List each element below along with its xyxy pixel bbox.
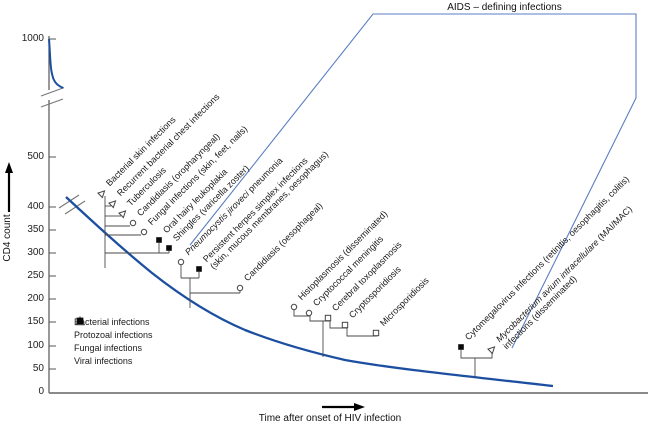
y-axis-ticks	[49, 38, 56, 370]
triangle-marker-icon	[108, 200, 117, 209]
filled-square-marker-icon	[458, 344, 464, 350]
y-tick-label: 250	[27, 270, 44, 281]
legend-label: Viral infections	[74, 355, 133, 366]
cluster2-connectors	[180, 265, 241, 308]
legend-item-protozoal: Protozoal infections	[74, 317, 153, 341]
circle-marker-icon	[177, 258, 185, 266]
open-square-marker-icon	[341, 321, 349, 329]
legend-label: Fungal infections	[74, 342, 143, 353]
circle-marker-icon	[140, 228, 148, 236]
filled-square-marker-icon	[196, 266, 202, 272]
y-tick-label: 150	[27, 316, 44, 327]
y-tick-label: 500	[27, 151, 44, 162]
axis-break-marks	[40, 87, 64, 108]
cluster4-markers	[458, 344, 496, 355]
triangle-marker-icon	[118, 210, 127, 219]
y-axis-arrow-icon	[5, 162, 13, 212]
cluster1-connectors	[104, 196, 170, 268]
aids-bracket-title: AIDS – defining infections	[447, 2, 562, 13]
aids-defining-bracket	[189, 13, 637, 349]
legend-item-fungal: Fungal infections	[74, 317, 153, 354]
y-tick-label: 50	[32, 363, 44, 374]
y-axis-label: CD4 count	[2, 214, 13, 262]
circle-marker-icon	[305, 309, 313, 317]
y-tick-label: 1000	[21, 33, 44, 44]
filled-square-marker-icon	[166, 245, 172, 251]
y-tick-label: 100	[27, 340, 44, 351]
x-axis-label: Time after onset of HIV infection	[258, 413, 402, 424]
curve-break-marks	[58, 194, 86, 215]
circle-marker-icon	[129, 219, 137, 227]
y-tick-label: 400	[27, 201, 44, 212]
y-tick-label: 200	[27, 293, 44, 304]
cd4-decline-curve	[65, 196, 554, 388]
cluster1-markers	[97, 190, 172, 251]
cluster3-markers	[290, 303, 380, 337]
cluster4-connectors	[460, 350, 493, 378]
legend-label: Bacterial infections	[74, 316, 150, 327]
filled-square-marker-icon	[156, 237, 162, 243]
y-tick-label: 350	[27, 224, 44, 235]
open-square-marker-icon	[372, 329, 380, 337]
legend-label: Protozoal infections	[74, 329, 153, 340]
marker-legend: Bacterial infections Protozoal infection…	[74, 315, 153, 367]
circle-marker-icon	[290, 303, 298, 311]
cluster2-markers	[177, 258, 244, 292]
x-axis-arrow-icon	[322, 403, 365, 411]
cd4-acute-spike-curve	[48, 38, 64, 89]
open-square-marker-icon	[324, 314, 332, 322]
y-tick-label: 0	[38, 386, 44, 397]
circle-marker-icon	[236, 284, 244, 292]
filled-square-marker-icon	[77, 318, 83, 324]
y-tick-label: 300	[27, 247, 44, 258]
triangle-marker-icon	[487, 346, 496, 355]
triangle-marker-icon	[97, 190, 106, 199]
legend-item-viral: Viral infections	[74, 318, 153, 367]
